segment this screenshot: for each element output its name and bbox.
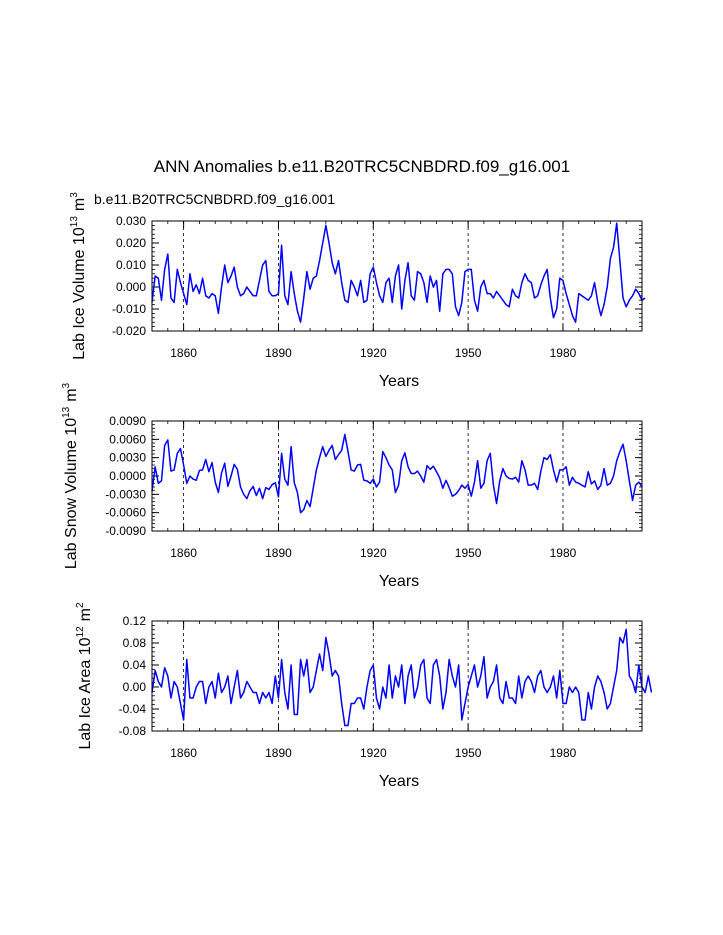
- y-tick-label: -0.010: [112, 302, 146, 316]
- y-tick-label: 0.0090: [109, 414, 146, 428]
- y-tick-label: 0.0030: [109, 451, 146, 465]
- y-label-ylabel-sup: 13: [61, 406, 72, 418]
- x-tick-label: 1950: [455, 746, 482, 760]
- y-tick-label: 0.00: [123, 680, 147, 694]
- y-label-ylabel-sup: 12: [75, 626, 86, 638]
- y-label-ylabel-unit: m: [63, 388, 80, 401]
- x-axis-label: Years: [379, 573, 419, 590]
- x-tick-label: 1920: [360, 746, 387, 760]
- y-tick-label: 0.020: [116, 236, 146, 250]
- plot-frame: [151, 420, 643, 532]
- y-tick-label: -0.0060: [105, 506, 146, 520]
- y-tick-label: 0.010: [116, 258, 146, 272]
- x-tick-label: 1980: [550, 746, 577, 760]
- y-label-ylabel-main: Lab Ice Area 10: [77, 637, 94, 749]
- panel-lab-snow-volume: 1860 1890 1920 1950 1980 -0.0090 -0.0060 -0.003…: [61, 382, 643, 590]
- x-tick-label: 1980: [550, 346, 577, 360]
- y-axis-label: Lab Snow Volume 1013 m3: [61, 382, 80, 569]
- panels: 1860 1890 1920 1950 1980 -0.020 -0.010 0.000 0.0…: [61, 192, 653, 790]
- y-tick-label: 0.12: [123, 614, 147, 628]
- x-axis-label: Years: [379, 773, 419, 790]
- x-tick-label: 1860: [170, 346, 197, 360]
- y-tick-label: -0.0030: [105, 487, 146, 501]
- y-label-ylabel-unit: m: [77, 608, 94, 621]
- y-tick-label: -0.04: [119, 702, 147, 716]
- panel-lab-ice-volume: 1860 1890 1920 1950 1980 -0.020 -0.010 0.000 0.0…: [69, 192, 646, 390]
- x-tick-label: 1890: [265, 346, 292, 360]
- figure-title: ANN Anomalies b.e11.B20TRC5CNBDRD.f09_g1…: [154, 157, 570, 176]
- plot-frame: [151, 220, 643, 332]
- y-tick-label: 0.030: [116, 214, 146, 228]
- x-tick-label: 1920: [360, 546, 387, 560]
- y-label-ylabel-sup: 13: [69, 216, 80, 228]
- y-label-ylabel-unit-sup: 3: [61, 382, 72, 388]
- x-tick-label: 1860: [170, 546, 197, 560]
- x-tick-label: 1860: [170, 746, 197, 760]
- series-line-lab-ice-volume: [151, 222, 646, 323]
- y-axis-label: Lab Ice Volume 1013 m3: [69, 192, 88, 360]
- y-label-ylabel-main: Lab Snow Volume 10: [63, 418, 80, 569]
- y-tick-label: 0.0060: [109, 432, 146, 446]
- y-tick-label: 0.04: [123, 658, 147, 672]
- x-tick-label: 1950: [455, 546, 482, 560]
- x-axis-label: Years: [379, 373, 419, 390]
- plot-frame: [151, 620, 643, 732]
- y-tick-label: -0.08: [119, 724, 147, 738]
- y-tick-label: 0.08: [123, 636, 147, 650]
- run-label: b.e11.B20TRC5CNBDRD.f09_g16.001: [94, 191, 335, 207]
- y-tick-label: 0.000: [116, 280, 146, 294]
- series-line-lab-snow-volume: [151, 433, 643, 514]
- y-tick-label: -0.020: [112, 324, 146, 338]
- y-label-ylabel-unit-sup: 3: [69, 192, 80, 198]
- panel-lab-ice-area: 1860 1890 1920 1950 1980 -0.08 -0.04 0.00 0.04 0.…: [75, 602, 653, 790]
- x-tick-label: 1890: [265, 546, 292, 560]
- y-label-ylabel-main: Lab Ice Volume 10: [71, 227, 88, 360]
- y-tick-label: -0.0090: [105, 524, 146, 538]
- x-tick-label: 1920: [360, 346, 387, 360]
- y-tick-label: 0.0000: [109, 469, 146, 483]
- series-line-lab-ice-area: [151, 628, 653, 727]
- x-tick-label: 1950: [455, 346, 482, 360]
- y-label-ylabel-unit: m: [71, 198, 88, 211]
- x-tick-label: 1890: [265, 746, 292, 760]
- y-label-ylabel-unit-sup: 2: [75, 602, 86, 608]
- y-axis-label: Lab Ice Area 1012 m2: [75, 602, 94, 750]
- x-tick-label: 1980: [550, 546, 577, 560]
